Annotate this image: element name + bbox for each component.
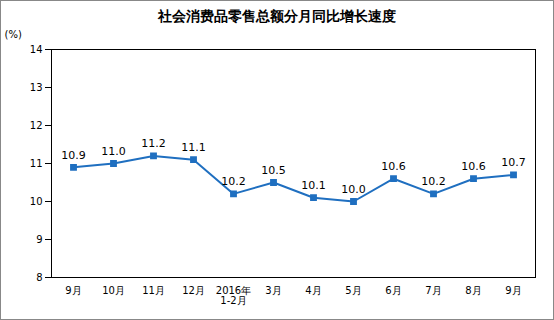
svg-text:2016年1-2月: 2016年1-2月 <box>216 285 251 306</box>
svg-text:10.2: 10.2 <box>421 175 446 188</box>
svg-text:5月: 5月 <box>345 285 361 296</box>
svg-text:10: 10 <box>30 196 43 207</box>
svg-text:10.6: 10.6 <box>461 160 486 173</box>
svg-text:8: 8 <box>36 272 42 283</box>
svg-text:6月: 6月 <box>385 285 401 296</box>
svg-text:7月: 7月 <box>425 285 441 296</box>
svg-text:9月: 9月 <box>505 285 521 296</box>
svg-text:10.5: 10.5 <box>261 164 286 177</box>
svg-text:11.2: 11.2 <box>141 137 166 150</box>
svg-text:10月: 10月 <box>102 285 125 296</box>
svg-text:12月: 12月 <box>182 285 205 296</box>
svg-text:10.6: 10.6 <box>381 160 406 173</box>
svg-text:(%): (%) <box>5 29 22 40</box>
svg-text:4月: 4月 <box>305 285 321 296</box>
svg-text:10.9: 10.9 <box>61 149 86 162</box>
svg-text:10.2: 10.2 <box>221 175 246 188</box>
svg-text:11: 11 <box>30 158 43 169</box>
svg-text:12: 12 <box>30 120 43 131</box>
svg-text:11.1: 11.1 <box>181 141 206 154</box>
svg-text:8月: 8月 <box>465 285 481 296</box>
svg-text:3月: 3月 <box>265 285 281 296</box>
html-text:社会消费品零售总额分月同比增长速度: 社会消费品零售总额分月同比增长速度 <box>158 8 396 24</box>
svg-text:10.7: 10.7 <box>501 156 526 169</box>
svg-text:13: 13 <box>30 82 43 93</box>
svg-text:11月: 11月 <box>142 285 165 296</box>
svg-text:9: 9 <box>36 234 42 245</box>
svg-text:10.0: 10.0 <box>341 183 366 196</box>
svg-text:10.1: 10.1 <box>301 179 326 192</box>
svg-text:9月: 9月 <box>65 285 81 296</box>
svg-text:11.0: 11.0 <box>101 145 126 158</box>
svg-text:14: 14 <box>30 44 43 55</box>
